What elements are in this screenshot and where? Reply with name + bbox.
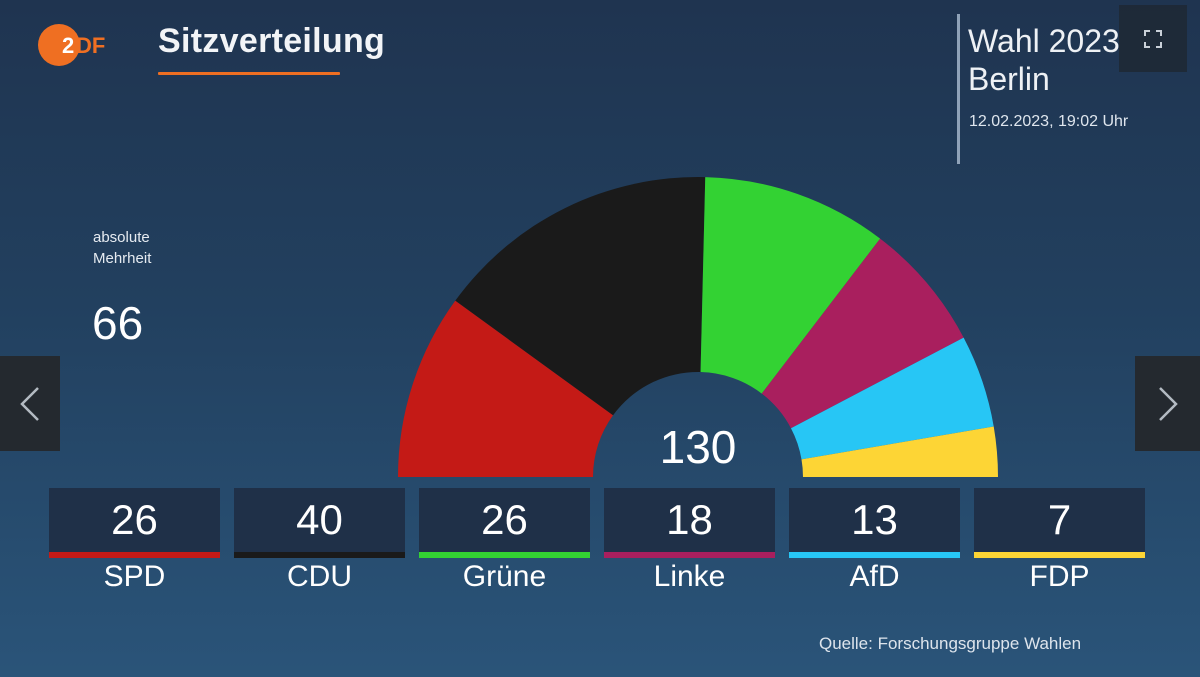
party-card: 13 AfD xyxy=(789,488,960,594)
election-timestamp: 12.02.2023, 19:02 Uhr xyxy=(969,113,1129,130)
party-name: Grüne xyxy=(462,560,547,593)
party-card: 18 Linke xyxy=(604,488,775,594)
party-seats: 18 xyxy=(604,488,775,552)
election-info: Wahl 2023 Berlin xyxy=(968,22,1120,98)
svg-text:2: 2 xyxy=(62,33,74,58)
party-card: 40 CDU xyxy=(234,488,405,594)
seat-segment-grüne xyxy=(700,177,881,394)
election-name: Wahl 2023 xyxy=(968,23,1120,59)
info-divider xyxy=(957,14,960,164)
party-name: SPD xyxy=(103,560,166,593)
party-seats: 26 xyxy=(49,488,220,552)
party-card: 26 Grüne xyxy=(419,488,590,594)
zdf-logo: 2 DF xyxy=(38,24,105,66)
svg-text:DF: DF xyxy=(76,33,105,58)
fullscreen-button[interactable] xyxy=(1119,5,1187,72)
party-seats: 40 xyxy=(234,488,405,552)
chevron-right-icon xyxy=(1158,386,1178,421)
majority-label: absolute Mehrheit xyxy=(93,229,152,267)
election-region: Berlin xyxy=(968,61,1050,97)
source-note: Quelle: Forschungsgruppe Wahlen xyxy=(819,634,1082,653)
next-button[interactable] xyxy=(1135,356,1200,451)
party-color-bar xyxy=(604,552,775,558)
party-name: Linke xyxy=(653,560,726,593)
party-card: 26 SPD xyxy=(49,488,220,594)
party-color-bar xyxy=(49,552,220,558)
party-color-bar xyxy=(234,552,405,558)
fullscreen-icon xyxy=(1144,29,1162,48)
majority-value: 66 xyxy=(92,297,144,349)
party-color-bar xyxy=(789,552,960,558)
party-color-bar xyxy=(974,552,1145,558)
party-name: CDU xyxy=(287,560,352,593)
page-title: Sitzverteilung xyxy=(158,22,386,60)
party-name: FDP xyxy=(1029,560,1090,593)
seat-segment-fdp xyxy=(801,426,998,477)
seat-segment-cdu xyxy=(455,177,706,416)
previous-button[interactable] xyxy=(0,356,60,451)
seat-segment-spd xyxy=(398,300,614,477)
party-list: 26 SPD 40 CDU 26 Grüne 18 Linke 13 AfD 7… xyxy=(49,488,1145,594)
party-seats: 7 xyxy=(974,488,1145,552)
party-color-bar xyxy=(419,552,590,558)
total-seats: 130 xyxy=(659,421,737,473)
party-name: AfD xyxy=(849,560,900,593)
seat-segment-linke xyxy=(761,238,964,429)
party-seats: 13 xyxy=(789,488,960,552)
party-seats: 26 xyxy=(419,488,590,552)
title-underline xyxy=(158,72,340,75)
seat-segment-afd xyxy=(790,337,994,460)
party-card: 7 FDP xyxy=(974,488,1145,594)
chevron-left-icon xyxy=(20,386,39,421)
